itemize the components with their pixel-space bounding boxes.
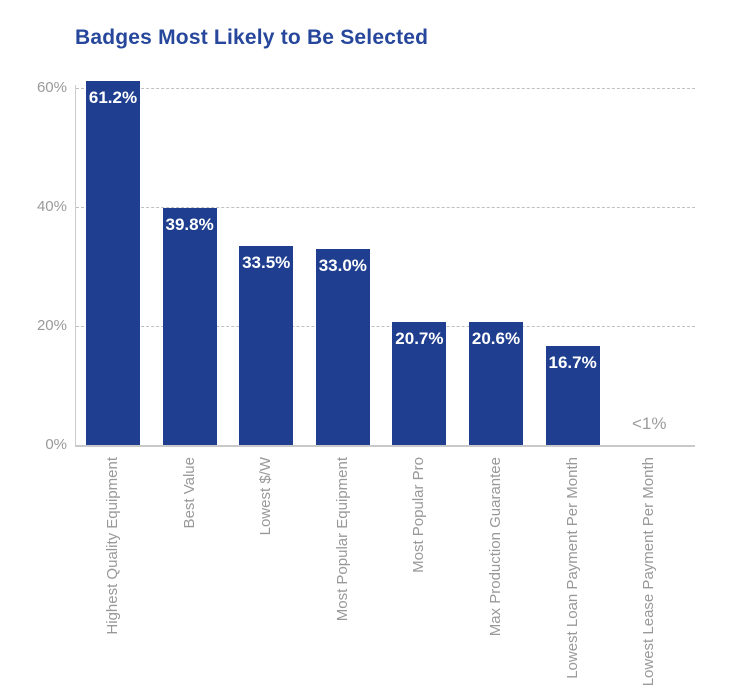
bar-most-popular-equipment bbox=[315, 248, 370, 445]
bar-best-value bbox=[162, 208, 217, 445]
y-axis-tick-20%: 20% bbox=[36, 317, 67, 334]
bar-most-popular-pro bbox=[392, 321, 447, 445]
gridline-40% bbox=[76, 207, 695, 208]
x-axis-category-max-production-guarantee: Max Production Guarantee bbox=[487, 457, 504, 637]
x-axis-category-most-popular-equipment: Most Popular Equipment bbox=[333, 457, 351, 622]
bar-value-label-max-production-guarantee: 20.6% bbox=[471, 329, 521, 349]
chart-title: Badges Most Likely to Be Selected bbox=[75, 26, 429, 49]
y-axis-tick-60%: 60% bbox=[36, 79, 67, 96]
y-axis-tick-0%: 0% bbox=[45, 436, 67, 453]
x-axis-category-lowest-w: Lowest $/W bbox=[257, 457, 275, 536]
y-axis-line bbox=[75, 85, 76, 445]
bar-max-production-guarantee bbox=[469, 322, 523, 445]
x-axis-category-lowest-lease-payment-per-month: Lowest Lease Payment Per Month bbox=[640, 457, 658, 687]
x-axis-category-best-value: Best Value bbox=[180, 457, 198, 529]
x-axis-category-highest-quality-equipment: Highest Quality Equipment bbox=[104, 457, 121, 635]
gridline-20% bbox=[76, 326, 695, 327]
bar-highest-quality-equipment bbox=[86, 80, 140, 445]
bar-lowest-w bbox=[239, 245, 294, 445]
bar-lowest-loan-payment-per-month bbox=[545, 345, 600, 445]
bar-value-label-most-popular-pro: 20.7% bbox=[395, 328, 444, 348]
x-axis-category-lowest-loan-payment-per-month: Lowest Loan Payment Per Month bbox=[563, 457, 581, 679]
bar-value-label-most-popular-equipment: 33.0% bbox=[318, 255, 367, 275]
bar-value-label-lowest-w: 33.5% bbox=[242, 252, 291, 272]
bar-value-label-best-value: 39.8% bbox=[165, 215, 214, 235]
bar-value-label-lowest-lease-payment-per-month: <1% bbox=[631, 414, 667, 433]
gridline-60% bbox=[76, 88, 695, 89]
x-axis-baseline bbox=[75, 445, 695, 447]
x-axis-category-most-popular-pro: Most Popular Pro bbox=[410, 457, 428, 573]
bar-value-label-lowest-loan-payment-per-month: 16.7% bbox=[548, 352, 597, 372]
bar-value-label-highest-quality-equipment: 61.2% bbox=[88, 87, 138, 107]
y-axis-tick-40%: 40% bbox=[36, 198, 67, 215]
